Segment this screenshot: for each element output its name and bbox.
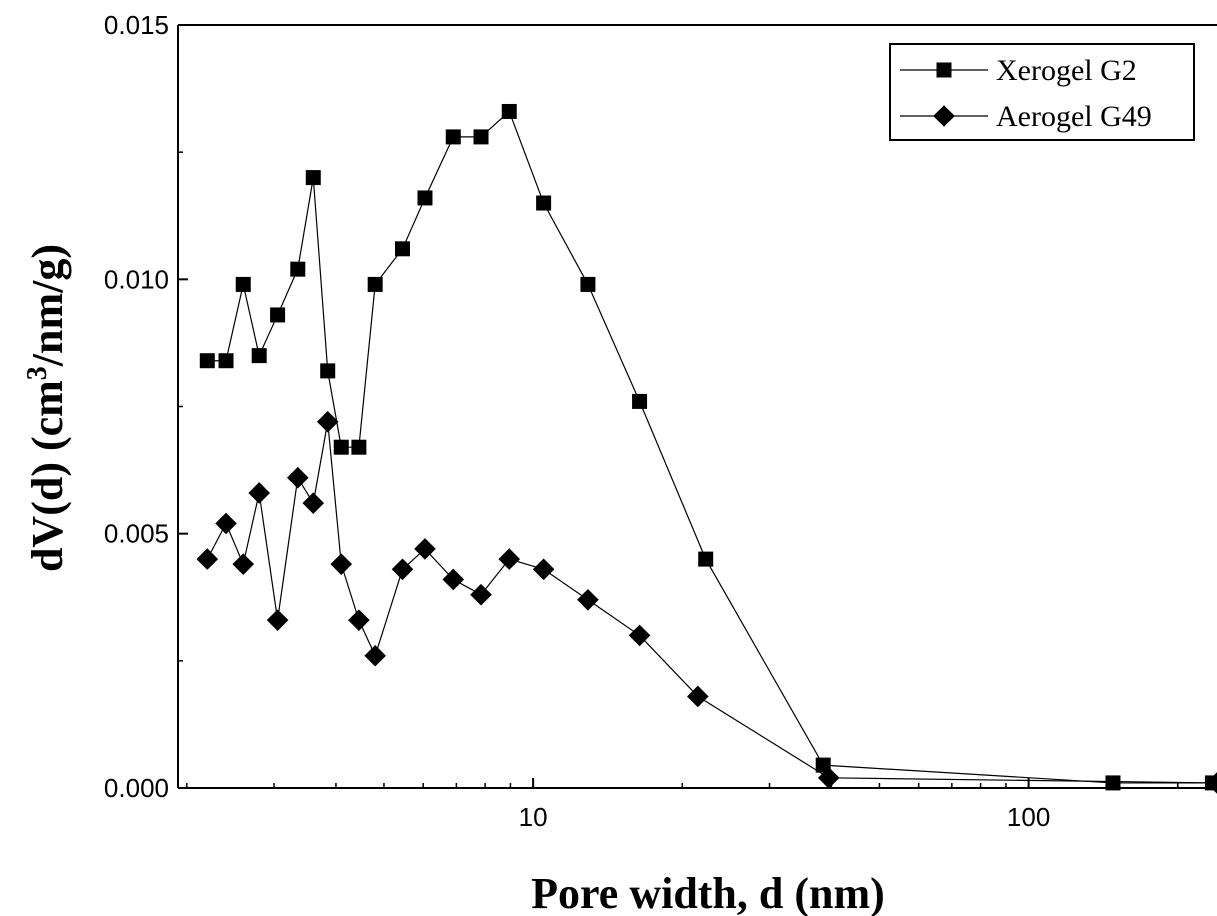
data-point [417, 190, 433, 206]
data-point [235, 276, 251, 292]
data-point [628, 624, 651, 647]
data-point [391, 558, 414, 581]
legend-marker [936, 62, 952, 78]
legend-box [889, 43, 1195, 141]
data-point [1206, 772, 1217, 794]
data-point [1105, 775, 1121, 791]
data-point [218, 353, 234, 369]
data-point [687, 685, 709, 708]
legend-label: Aerogel G49 [996, 100, 1152, 133]
data-point [395, 241, 411, 257]
data-point [290, 261, 306, 277]
data-point [580, 276, 596, 292]
y-axis-title-suffix: /nm/g) [23, 244, 72, 367]
data-point [330, 553, 353, 575]
data-point [367, 276, 383, 292]
data-point [364, 644, 386, 667]
y-tick-label: 0.000 [104, 773, 169, 803]
data-point [196, 548, 219, 570]
data-point [199, 353, 215, 369]
series-line [206, 421, 1217, 784]
y-tick-label: 0.005 [104, 519, 169, 549]
data-point [348, 609, 370, 631]
y-axis-title-superscript: 3 [22, 366, 53, 380]
data-point [333, 439, 349, 455]
y-axis-title-prefix: dV(d) (cm [23, 380, 72, 572]
x-tick-label: 10 [519, 802, 548, 832]
data-point [305, 170, 321, 186]
data-point [248, 482, 270, 504]
data-point [351, 439, 367, 455]
data-point [251, 348, 267, 364]
data-point [266, 609, 289, 631]
data-point [320, 363, 336, 379]
data-point [316, 410, 339, 433]
data-point [498, 548, 521, 570]
data-point [414, 538, 436, 560]
data-point [536, 195, 552, 211]
data-point [232, 553, 255, 575]
series-xerogel-g2 [199, 103, 1217, 791]
x-tick-label: 100 [1007, 802, 1050, 832]
data-point [215, 512, 237, 535]
data-point [445, 129, 461, 145]
data-point [817, 767, 840, 789]
axes: 0.000 0.005 0.010 0.015 10 100 [104, 10, 1217, 832]
data-point [577, 588, 599, 611]
legend-label: Xerogel G2 [996, 54, 1137, 87]
data-point [501, 103, 517, 119]
data-point [473, 129, 489, 145]
x-axis-title: Pore width, d (nm) [531, 869, 885, 916]
legend-marker [933, 105, 955, 127]
series-layer [196, 103, 1217, 794]
y-tick-label: 0.010 [104, 264, 169, 294]
data-point [286, 466, 309, 489]
series-aerogel-g49 [196, 410, 1217, 794]
data-point [698, 551, 714, 567]
data-point [302, 492, 325, 514]
data-point [532, 558, 555, 581]
data-point [442, 568, 465, 591]
y-axis-title: dV(d) (cm3/nm/g) [22, 244, 72, 572]
y-tick-label: 0.015 [104, 10, 169, 40]
data-point [270, 307, 286, 323]
data-point [632, 393, 648, 409]
data-point [470, 583, 492, 606]
legend: Xerogel G2 Aerogel G49 [889, 43, 1195, 141]
